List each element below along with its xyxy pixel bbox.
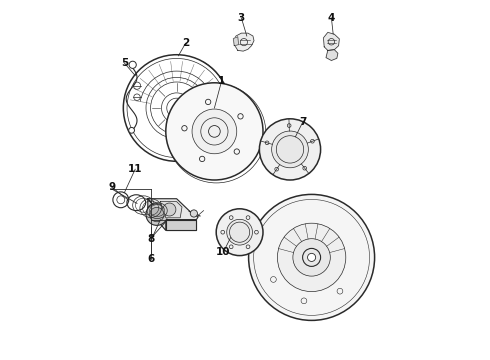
Polygon shape <box>233 33 254 51</box>
Polygon shape <box>326 50 338 60</box>
Polygon shape <box>323 32 339 50</box>
Text: 10: 10 <box>216 247 231 257</box>
Circle shape <box>293 239 330 276</box>
Circle shape <box>248 194 374 320</box>
Polygon shape <box>148 199 198 220</box>
Circle shape <box>277 223 346 292</box>
Text: 8: 8 <box>148 234 155 244</box>
Polygon shape <box>233 37 239 46</box>
Circle shape <box>259 119 320 180</box>
Text: 11: 11 <box>128 164 143 174</box>
Circle shape <box>163 203 176 216</box>
Text: 5: 5 <box>121 58 128 68</box>
Text: 7: 7 <box>299 117 306 127</box>
Text: 6: 6 <box>148 254 155 264</box>
Text: 9: 9 <box>108 182 115 192</box>
Circle shape <box>271 131 308 168</box>
Circle shape <box>166 83 263 180</box>
Text: 4: 4 <box>328 13 335 23</box>
Circle shape <box>190 210 197 217</box>
Polygon shape <box>160 202 182 218</box>
Polygon shape <box>166 220 196 230</box>
Polygon shape <box>148 199 166 230</box>
Circle shape <box>227 219 252 245</box>
Circle shape <box>149 207 164 222</box>
Circle shape <box>129 127 134 133</box>
Text: 2: 2 <box>182 38 189 48</box>
Circle shape <box>216 209 263 256</box>
Text: 1: 1 <box>218 76 225 86</box>
Circle shape <box>308 253 316 261</box>
Circle shape <box>146 204 168 225</box>
Circle shape <box>129 61 136 68</box>
Text: 3: 3 <box>238 13 245 23</box>
Circle shape <box>192 109 237 154</box>
